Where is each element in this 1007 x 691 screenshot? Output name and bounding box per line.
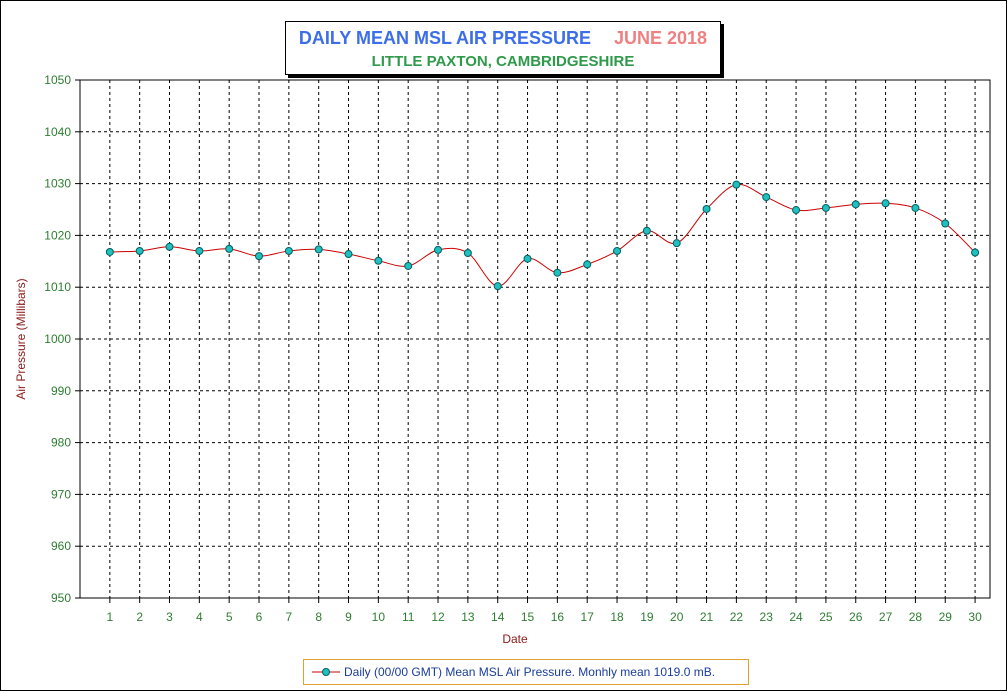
x-tick-label: 22 — [730, 610, 744, 624]
data-point — [792, 206, 801, 215]
x-tick-label: 2 — [136, 610, 143, 624]
y-axis-label: Air Pressure (Millibars) — [14, 278, 28, 399]
data-point — [702, 204, 711, 213]
x-tick-label: 11 — [402, 610, 415, 624]
data-point — [314, 245, 323, 254]
x-tick-label: 18 — [610, 610, 624, 624]
data-point — [821, 203, 830, 212]
x-tick-label: 7 — [286, 610, 293, 624]
x-tick-label: 3 — [166, 610, 173, 624]
x-tick-label: 4 — [196, 610, 203, 624]
data-point — [911, 203, 920, 212]
legend-sample — [312, 668, 340, 676]
y-tick-label: 990 — [51, 384, 71, 398]
data-point — [493, 282, 502, 291]
data-point — [105, 247, 114, 256]
x-tick-label: 30 — [968, 610, 982, 624]
data-point — [941, 219, 950, 228]
x-tick-label: 10 — [372, 610, 386, 624]
legend: Daily (00/00 GMT) Mean MSL Air Pressure.… — [303, 659, 749, 685]
data-point — [613, 246, 622, 255]
data-point — [642, 226, 651, 235]
data-point — [225, 244, 234, 253]
y-tick-label: 1040 — [44, 125, 71, 139]
y-tick-label: 1020 — [44, 228, 71, 242]
y-tick-label: 970 — [51, 487, 71, 501]
x-tick-label: 20 — [670, 610, 684, 624]
y-tick-label: 1000 — [44, 332, 71, 346]
x-tick-label: 1 — [106, 610, 113, 624]
x-tick-label: 6 — [256, 610, 263, 624]
x-tick-label: 19 — [640, 610, 654, 624]
x-tick-label: 23 — [760, 610, 774, 624]
x-tick-label: 28 — [909, 610, 923, 624]
x-tick-label: 5 — [226, 610, 233, 624]
x-tick-label: 29 — [939, 610, 953, 624]
x-tick-label: 25 — [819, 610, 833, 624]
title-box: DAILY MEAN MSL AIR PRESSURE JUNE 2018 LI… — [285, 21, 721, 75]
x-tick-label: 9 — [345, 610, 352, 624]
y-tick-label: 950 — [51, 591, 71, 605]
y-tick-label: 980 — [51, 436, 71, 450]
chart-month: JUNE 2018 — [614, 28, 708, 48]
data-point — [732, 180, 741, 189]
data-point — [135, 246, 144, 255]
chart-subtitle: LITTLE PAXTON, CAMBRIDGESHIRE — [371, 53, 635, 70]
x-tick-label: 8 — [315, 610, 322, 624]
data-point — [523, 254, 532, 263]
plot-area — [80, 80, 990, 598]
x-tick-label: 15 — [521, 610, 535, 624]
plot-border — [79, 79, 991, 599]
data-point — [434, 245, 443, 254]
data-point — [971, 248, 980, 257]
x-tick-label: 21 — [700, 610, 714, 624]
legend-marker-sample — [322, 668, 330, 676]
x-tick-label: 17 — [581, 610, 595, 624]
y-tick-label: 960 — [51, 539, 71, 553]
x-tick-label: 27 — [879, 610, 893, 624]
x-tick-label: 14 — [491, 610, 505, 624]
title-line: DAILY MEAN MSL AIR PRESSURE JUNE 2018 — [286, 28, 720, 49]
data-point — [583, 260, 592, 269]
x-tick-label: 12 — [431, 610, 445, 624]
y-tick-label: 1050 — [44, 73, 71, 87]
data-point — [404, 261, 413, 270]
y-tick-label: 1030 — [44, 177, 71, 191]
x-tick-label: 13 — [461, 610, 475, 624]
data-point — [463, 249, 472, 258]
data-point — [672, 239, 681, 248]
chart-title: DAILY MEAN MSL AIR PRESSURE — [298, 28, 591, 48]
data-point — [881, 199, 890, 208]
data-point — [374, 256, 383, 265]
x-tick-label: 24 — [789, 610, 803, 624]
data-point — [165, 242, 174, 251]
data-point — [195, 246, 204, 255]
x-tick-label: 26 — [849, 610, 863, 624]
legend-label: Daily (00/00 GMT) Mean MSL Air Pressure.… — [344, 665, 716, 679]
data-point — [255, 252, 264, 261]
data-point — [284, 246, 293, 255]
data-point — [553, 268, 562, 277]
data-point — [762, 193, 771, 202]
y-tick-label: 1010 — [44, 280, 71, 294]
data-point — [344, 250, 353, 259]
x-tick-label: 16 — [551, 610, 565, 624]
x-axis-label: Date — [502, 632, 528, 646]
data-point — [851, 200, 860, 209]
